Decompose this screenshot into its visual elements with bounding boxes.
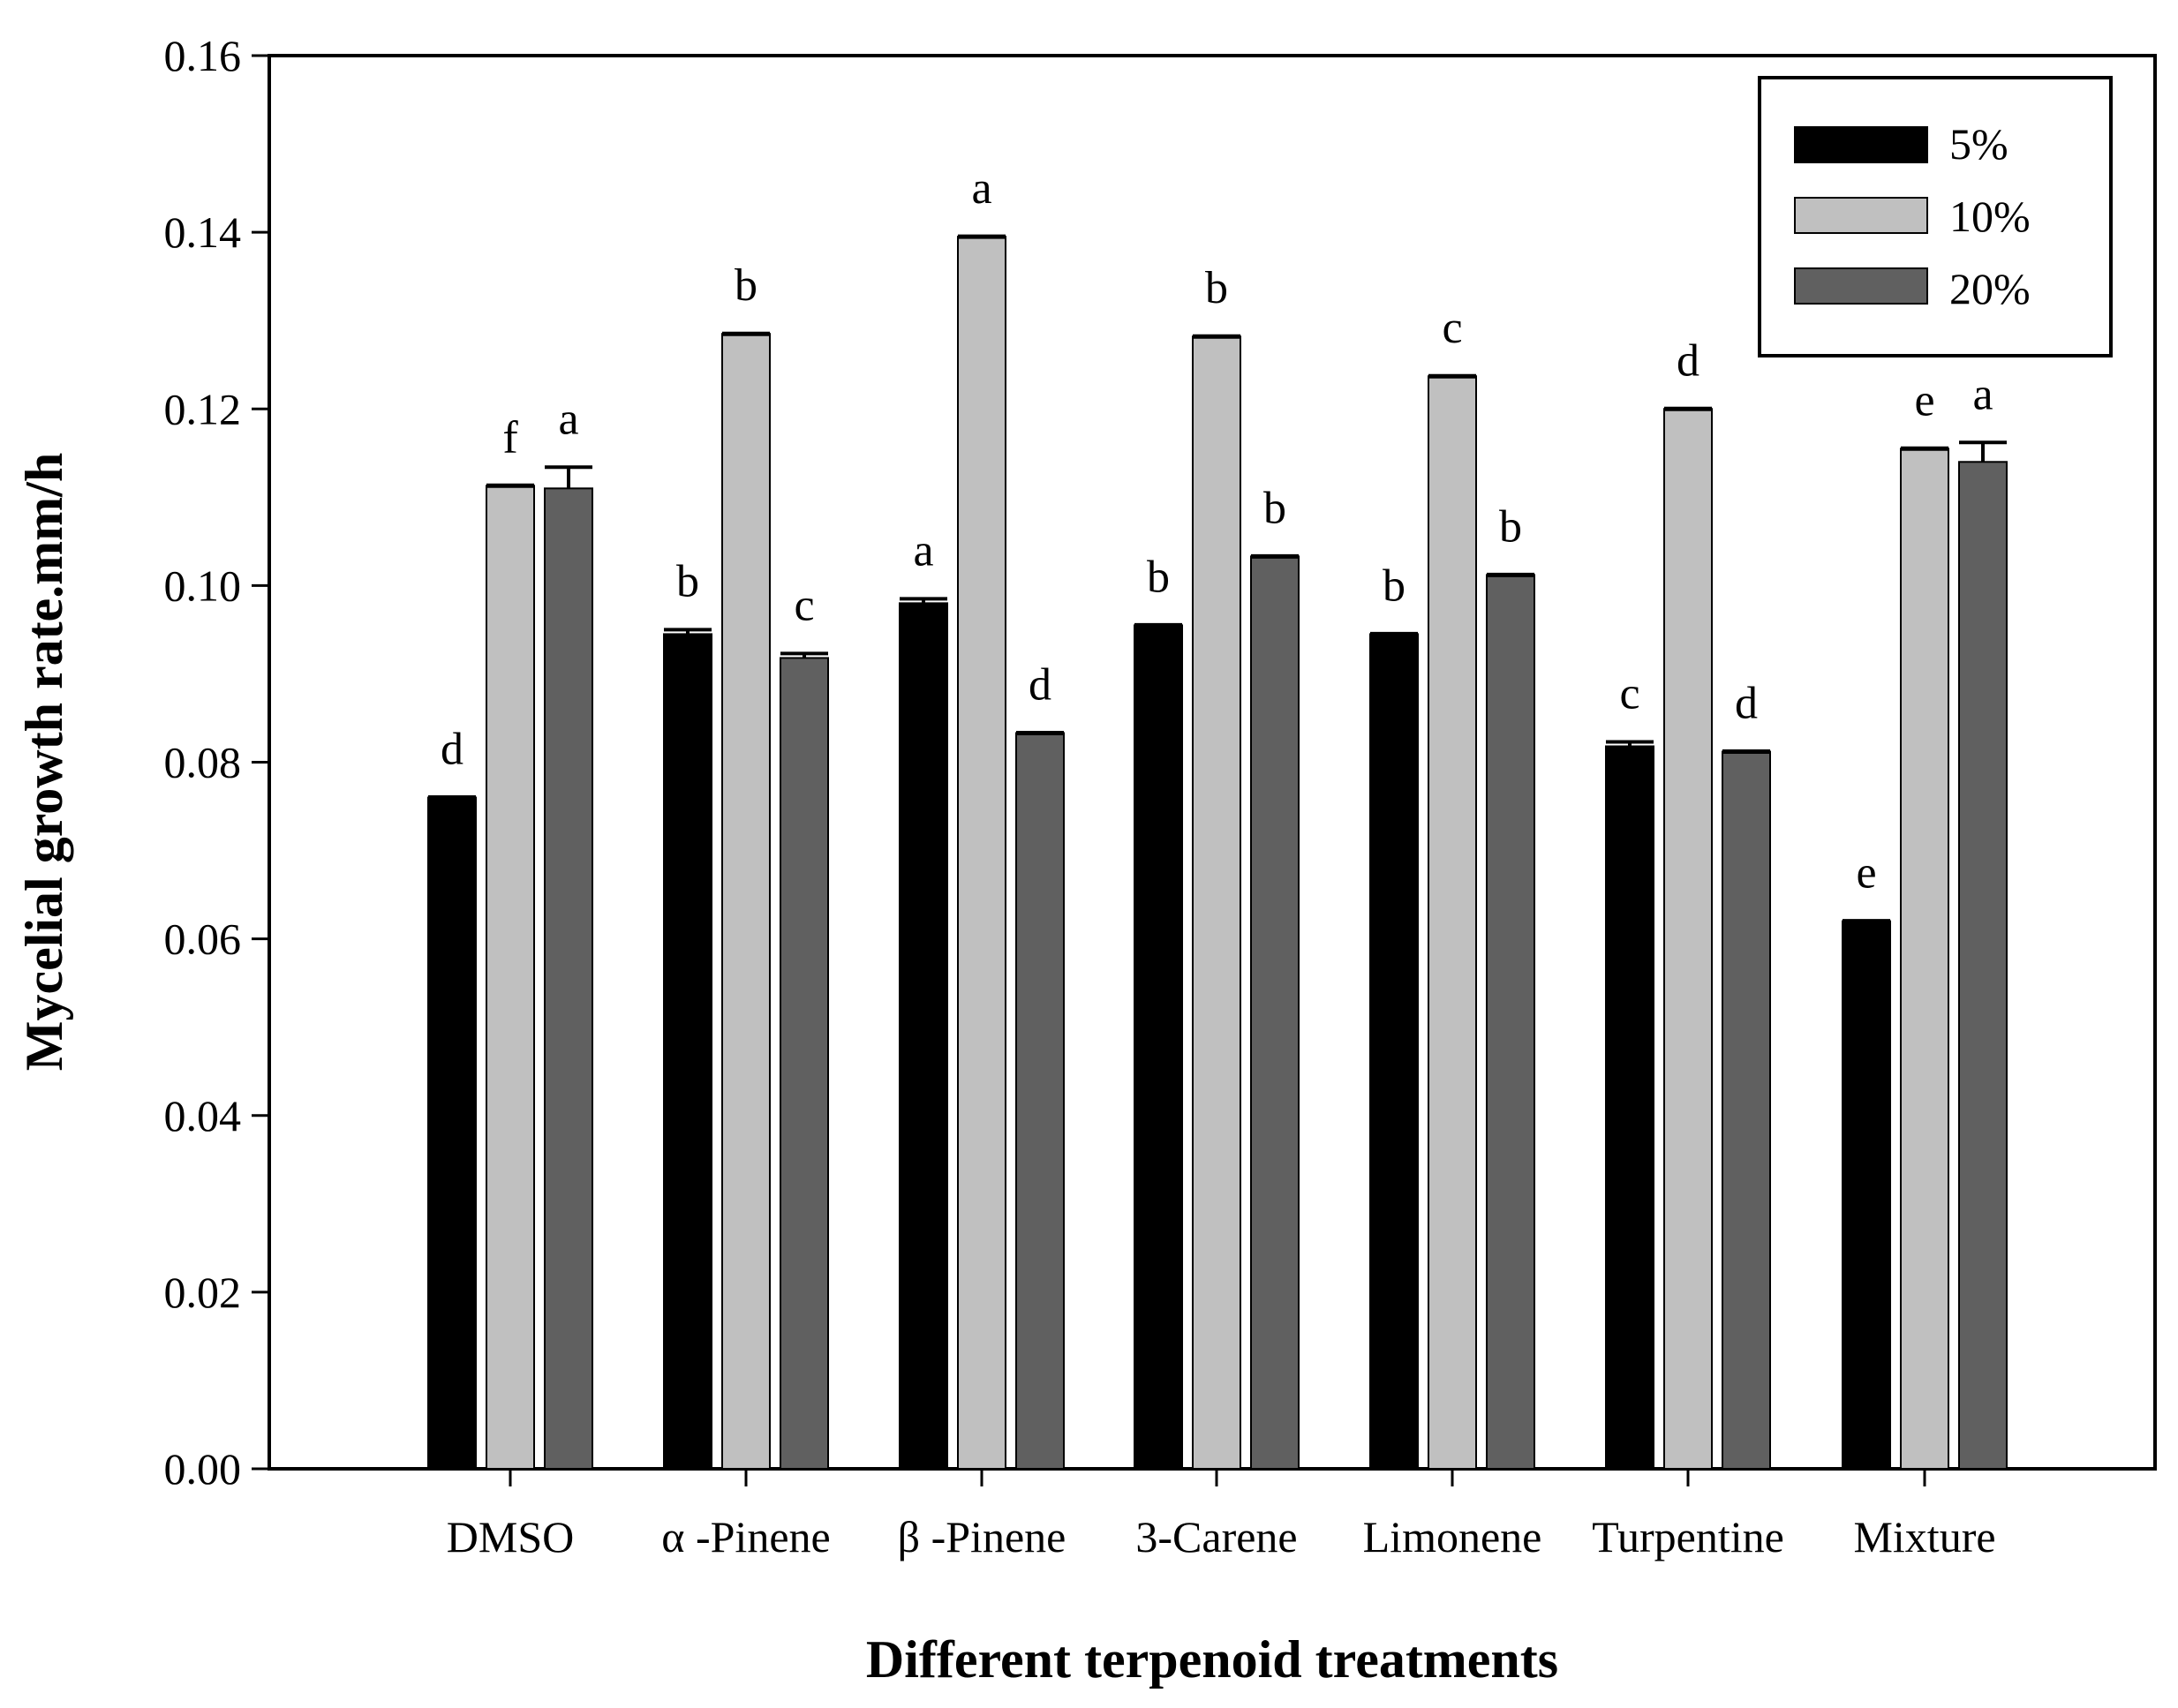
significance-letter: b [676,556,699,606]
bar-10-0 [486,485,535,1471]
bar-20-5 [1722,750,1771,1470]
y-tick-label: 0.06 [164,914,242,964]
bar-20-1 [780,657,829,1470]
bar-10-1 [721,333,771,1470]
error-bars [428,234,2007,924]
x-axis: DMSO α -Pinene β -Pinene 3-Carene Limonene Tu… [447,1469,1996,1561]
x-tick-label: β -Pinene [898,1512,1066,1561]
bar-10-5 [1663,408,1713,1470]
legend-swatch-20 [1794,267,1928,305]
significance-letter: a [1972,369,1993,419]
significance-letter: d [1029,659,1051,710]
significance-letter: e [1914,375,1934,425]
significance-letter: c [794,580,814,630]
bar-10-6 [1900,448,1949,1471]
x-tick-label: Turpentine [1592,1512,1784,1561]
x-tick-label: DMSO [447,1512,574,1561]
legend-label-5: 5% [1949,119,2008,169]
bar-20-4 [1486,574,1535,1470]
y-tick-label: 0.12 [164,384,242,433]
significance-letter: d [441,725,463,775]
significance-letter: b [1147,552,1170,602]
bar-5-6 [1842,920,1891,1471]
significance-letter: f [502,412,518,463]
significance-letter: b [1263,483,1286,533]
legend-label-20: 20% [1949,264,2031,313]
x-tick-label: Limonene [1363,1512,1542,1561]
x-tick-label: Mixture [1853,1512,1995,1561]
significance-letter: a [913,525,933,576]
significance-letter: a [971,163,991,214]
bars [427,236,2008,1471]
legend-swatch-10 [1794,197,1928,234]
legend: 5% 10% 20% [1758,76,2113,357]
significance-letter: c [1442,303,1462,353]
x-axis-title: Different terpenoid treatments [866,1630,1558,1689]
bar-10-2 [957,236,1006,1470]
bar-20-6 [1958,461,2008,1470]
y-axis-title: Mycelial growth rate.mm/h [15,453,73,1071]
legend-swatch-5 [1794,126,1928,163]
bar-5-4 [1369,633,1419,1470]
bar-5-0 [427,796,477,1470]
significance-letter: d [1735,678,1758,728]
y-tick-label: 0.14 [164,207,242,257]
y-tick-label: 0.10 [164,561,242,610]
bar-5-1 [663,633,712,1470]
bar-20-0 [544,487,593,1470]
significance-letter: a [558,394,578,444]
y-tick-label: 0.08 [164,738,242,787]
y-tick-label: 0.00 [164,1444,242,1494]
bar-5-5 [1605,745,1654,1470]
bar-20-2 [1015,732,1065,1470]
bar-5-2 [899,602,948,1470]
bar-5-3 [1134,624,1183,1470]
significance-letter: b [735,260,757,311]
significance-letter: d [1677,335,1699,386]
significance-letter: b [1205,263,1228,313]
y-tick-label: 0.02 [164,1268,242,1317]
bar-20-3 [1250,555,1300,1470]
significance-letter: c [1619,668,1639,719]
significance-letter: e [1856,848,1876,899]
x-tick-label: 3-Carene [1135,1512,1297,1561]
y-axis: 0.00 0.02 0.04 0.06 0.08 0.10 0.12 0.14 0.16 [164,31,269,1494]
x-tick-label: α -Pinene [661,1512,830,1561]
significance-letter: b [1383,561,1406,611]
bar-10-3 [1192,335,1241,1471]
y-tick-label: 0.04 [164,1091,242,1140]
legend-label-10: 10% [1949,192,2031,241]
bar-10-4 [1428,375,1477,1470]
significance-letter: b [1499,501,1522,552]
y-tick-label: 0.16 [164,31,242,80]
